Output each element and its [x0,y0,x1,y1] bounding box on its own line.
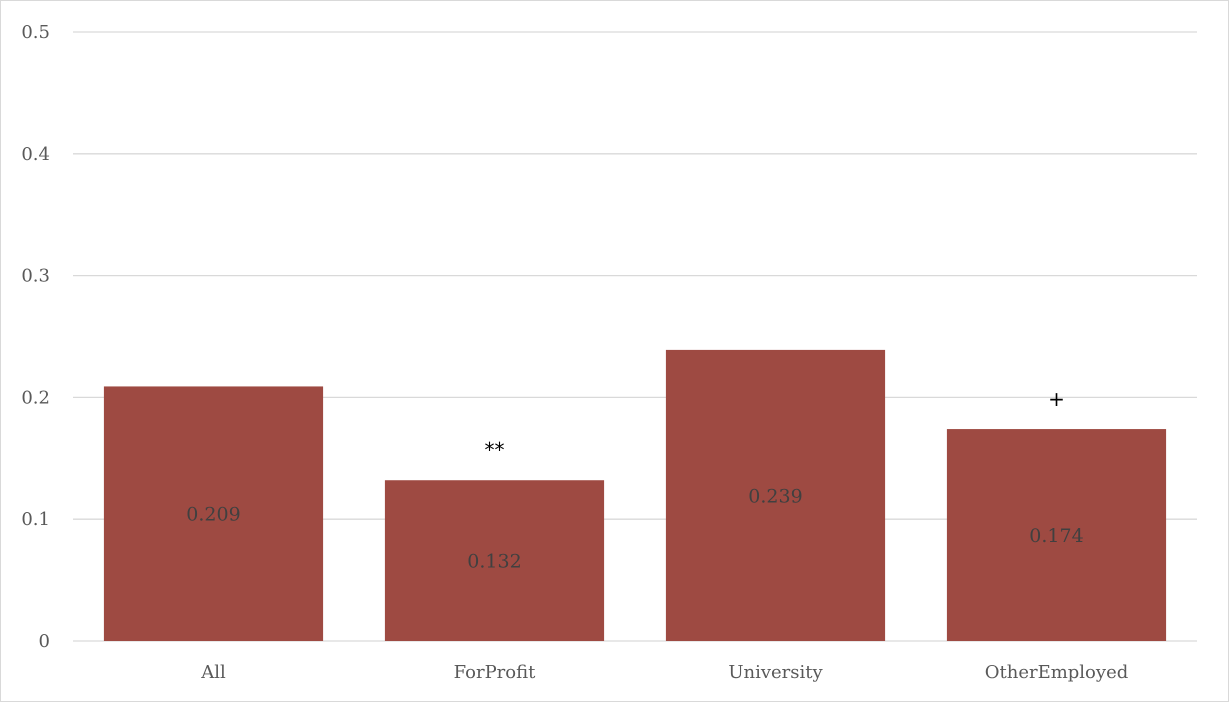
y-tick-label: 0.5 [21,22,50,43]
y-tick-label: 0.1 [21,509,50,530]
bar [103,386,324,641]
x-tick-label: ForProfit [454,662,537,683]
data-label: 0.174 [1029,525,1083,547]
data-label: 0.239 [748,485,802,507]
y-tick-label: 0 [39,631,50,652]
significance-marker: ** [485,438,505,462]
y-tick-label: 0.4 [21,144,50,165]
y-tick-label: 0.3 [21,266,50,287]
x-tick-label: University [728,662,823,683]
data-label: 0.132 [467,551,521,573]
x-tick-label: OtherEmployed [985,662,1129,683]
bar [384,480,605,641]
bar [946,429,1167,641]
y-tick-label: 0.2 [21,387,50,408]
bar [665,349,886,641]
x-tick-label: All [200,662,226,683]
data-label: 0.209 [186,504,240,526]
significance-marker: + [1048,387,1065,411]
